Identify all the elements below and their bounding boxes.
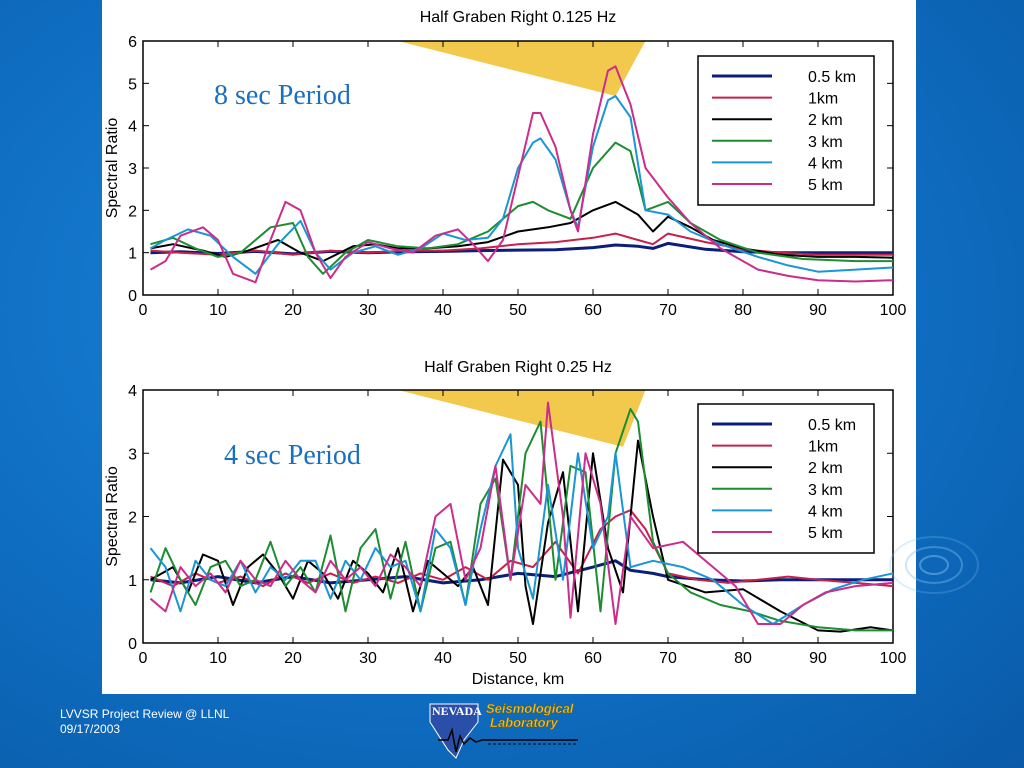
legend-box [697, 55, 875, 206]
x-tick-label: 50 [509, 650, 527, 667]
charts-canvas: Half Graben Right 0.125 Hz0 10 20 30 40 50 60 7… [104, 9, 906, 688]
x-tick-label: 90 [809, 650, 827, 667]
x-tick-label: 80 [734, 650, 752, 667]
y-tick-label: 3 [128, 446, 137, 463]
chart-title: Half Graben Right 0.25 Hz [424, 359, 612, 376]
y-tick-label: 5 [128, 76, 137, 93]
legend-label: 5 km [808, 525, 843, 542]
legend-label: 1km [808, 91, 838, 108]
legend-label: 3 km [808, 134, 843, 151]
y-tick-label: 1 [128, 573, 137, 590]
legend-label: 0.5 km [808, 69, 856, 86]
y-axis-label: Spectral Ratio [104, 118, 121, 219]
y-tick-label: 3 [128, 161, 137, 178]
y-tick-label: 6 [128, 34, 137, 51]
x-axis-label: Distance, km [472, 671, 564, 688]
series-line-5 [150, 95, 893, 275]
chart-panel: Half Graben Right 0.125 Hz 0 10 20 30 40 50 60 7… [102, 0, 916, 694]
x-tick-label: 20 [284, 650, 302, 667]
y-tick-label: 0 [128, 288, 137, 305]
y-tick-label: 2 [128, 510, 137, 527]
nevada-seismological-laboratory-logo: NEVADA Seismological Laboratory [428, 700, 598, 762]
legend-box [697, 403, 875, 554]
chart-1: Half Graben Right 0.125 Hz0 10 20 30 40 50 60 7… [104, 9, 906, 319]
x-tick-label: 80 [734, 302, 752, 319]
series-line-6 [150, 65, 893, 284]
x-tick-label: 30 [359, 302, 377, 319]
footer-project-text: LVVSR Project Review @ LLNL [60, 707, 230, 721]
basin-wedge [398, 390, 646, 447]
legend-label: 3 km [808, 482, 843, 499]
y-tick-label: 4 [128, 119, 137, 136]
logo-word-seismological: Seismological [486, 701, 574, 716]
x-tick-label: 50 [509, 302, 527, 319]
x-tick-label: 20 [284, 302, 302, 319]
basin-wedge [398, 41, 646, 97]
legend-label: 4 km [808, 155, 843, 172]
period-annotation: 4 sec Period [224, 440, 361, 471]
y-tick-label: 4 [128, 383, 137, 400]
series-line-3 [150, 200, 893, 263]
x-tick-label: 40 [434, 302, 452, 319]
legend-label: 5 km [808, 177, 843, 194]
legend-label: 2 km [808, 112, 843, 129]
x-tick-label: 40 [434, 650, 452, 667]
logo-word-laboratory: Laboratory [490, 715, 559, 730]
x-tick-label: 10 [209, 302, 227, 319]
series-line-6 [149, 401, 893, 625]
legend-label: 2 km [808, 460, 843, 477]
x-tick-label: 100 [880, 650, 907, 667]
x-tick-label: 70 [659, 650, 677, 667]
legend-label: 1km [808, 439, 838, 456]
footer-date-text: 09/17/2003 [60, 722, 121, 736]
x-tick-label: 10 [209, 650, 227, 667]
y-tick-label: 0 [128, 636, 137, 653]
x-tick-label: 30 [359, 650, 377, 667]
logo-word-nevada: NEVADA [432, 704, 482, 718]
chart-title: Half Graben Right 0.125 Hz [420, 9, 617, 26]
x-tick-label: 0 [139, 302, 148, 319]
x-tick-label: 70 [659, 302, 677, 319]
x-tick-label: 60 [584, 302, 602, 319]
seismogram-trace-icon [438, 727, 578, 753]
x-tick-label: 60 [584, 650, 602, 667]
period-annotation: 8 sec Period [214, 80, 351, 111]
series-line-5 [149, 433, 893, 625]
x-tick-label: 90 [809, 302, 827, 319]
legend-label: 0.5 km [808, 417, 856, 434]
chart-2: Half Graben Right 0.25 Hz0 10 20 30 40 50 60 70… [104, 359, 906, 688]
y-tick-label: 1 [128, 246, 137, 263]
x-tick-label: 100 [880, 302, 907, 319]
x-tick-label: 0 [139, 650, 148, 667]
y-tick-label: 2 [128, 203, 137, 220]
y-axis-label: Spectral Ratio [104, 466, 121, 567]
water-ripple-decoration [889, 536, 979, 594]
legend-label: 4 km [808, 503, 843, 520]
